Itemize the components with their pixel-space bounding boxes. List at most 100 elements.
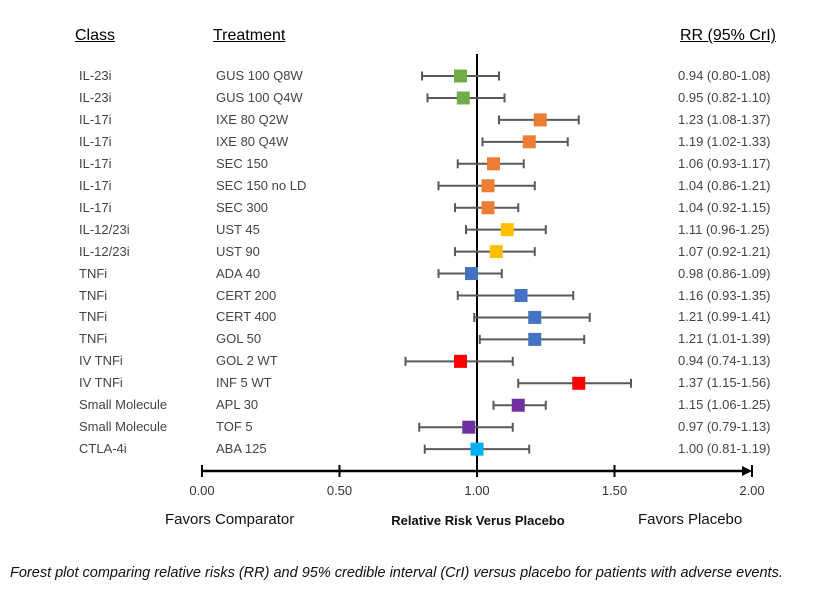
row-rr-label: 0.97 (0.79-1.13) (678, 419, 771, 435)
row-rr-label: 1.21 (1.01-1.39) (678, 331, 771, 347)
row-class: IL-12/23i (79, 243, 130, 259)
row-treatment: SEC 150 (216, 155, 269, 171)
forest-row-mark (473, 310, 591, 324)
forest-row-mark (437, 267, 503, 281)
point-estimate-marker (533, 113, 547, 127)
row-rr-label: 0.98 (0.86-1.09) (678, 265, 771, 281)
point-estimate-marker (572, 376, 586, 390)
row-rr-label: 1.15 (1.06-1.25) (678, 397, 771, 413)
row-class: IL-17i (79, 111, 112, 127)
forest-row-mark (426, 91, 506, 105)
row-treatment: IXE 80 Q4W (216, 133, 289, 149)
row-rr-label: 1.04 (0.92-1.15) (678, 199, 771, 215)
row-rr-label: 1.37 (1.15-1.56) (678, 375, 771, 391)
row-class: TNFi (79, 331, 108, 347)
row-class: IL-23i (79, 89, 112, 105)
row-rr-label: 1.11 (0.96-1.25) (678, 221, 770, 237)
point-estimate-marker (454, 354, 467, 368)
forest-row-mark (418, 420, 514, 434)
row-rr-label: 1.07 (0.92-1.21) (678, 243, 771, 259)
point-estimate-marker (500, 223, 514, 237)
point-estimate-marker (489, 245, 503, 259)
point-estimate-marker (462, 420, 476, 434)
row-class: IL-17i (79, 199, 112, 215)
forest-row-mark (498, 113, 580, 127)
row-class: IL-23i (79, 68, 112, 83)
row-class: TNFi (79, 309, 108, 325)
x-axis-label: Relative Risk Verus Placebo (391, 513, 565, 528)
rr-column-header: RR (95% CrI) (680, 27, 777, 44)
row-treatment: IXE 80 Q2W (216, 111, 289, 127)
row-class: IV TNFi (79, 353, 123, 369)
x-axis-arrowhead (742, 466, 752, 476)
row-treatment: GUS 100 Q8W (216, 68, 303, 83)
row-rr-label: 1.00 (0.81-1.19) (678, 441, 771, 457)
x-tick-label: 2.00 (739, 483, 765, 498)
row-treatment: ABA 125 (216, 441, 267, 457)
row-treatment: SEC 150 no LD (216, 177, 307, 193)
forest-row-mark (454, 245, 536, 259)
point-estimate-marker (487, 157, 500, 171)
forest-row-mark (454, 201, 520, 215)
favors-placebo-label: Favors Placebo (638, 511, 743, 528)
point-estimate-marker (522, 135, 536, 149)
class-column-header: Class (75, 27, 116, 44)
forest-row-mark (421, 69, 500, 83)
point-estimate-marker (514, 289, 528, 302)
row-class: TNFi (79, 287, 108, 303)
row-treatment: APL 30 (216, 397, 259, 413)
row-class: IL-17i (79, 177, 112, 193)
row-class: IV TNFi (79, 375, 123, 391)
point-estimate-marker (511, 398, 525, 412)
row-rr-label: 0.94 (0.80-1.08) (678, 68, 771, 83)
row-treatment: GOL 50 (216, 331, 262, 347)
row-class: IL-17i (79, 155, 112, 171)
point-estimate-marker (481, 179, 495, 193)
point-estimate-marker (456, 91, 470, 105)
x-tick-label: 1.00 (464, 483, 490, 498)
forest-row-mark (456, 157, 525, 171)
point-estimate-marker (528, 310, 542, 324)
forest-row-mark (465, 223, 547, 237)
row-rr-label: 1.21 (0.99-1.41) (678, 309, 771, 325)
row-rr-label: 0.95 (0.82-1.10) (678, 89, 771, 105)
row-treatment: TOF 5 (216, 419, 253, 435)
row-treatment: UST 90 (216, 243, 260, 259)
x-tick-label: 0.00 (189, 483, 215, 498)
treatment-column-header: Treatment (213, 27, 286, 44)
row-rr-label: 1.16 (0.93-1.35) (678, 287, 771, 303)
row-class: IL-17i (79, 133, 112, 149)
forest-row-mark (481, 135, 569, 149)
forest-row-mark (404, 354, 514, 368)
row-class: Small Molecule (79, 397, 168, 413)
x-tick-label: 0.50 (326, 483, 353, 498)
row-treatment: CERT 400 (216, 309, 277, 325)
row-rr-label: 1.23 (1.08-1.37) (678, 111, 771, 127)
point-estimate-marker (465, 267, 478, 281)
forest-row-mark (423, 442, 531, 456)
point-estimate-marker (454, 69, 467, 83)
row-treatment: SEC 300 (216, 199, 269, 215)
forest-row-mark (478, 332, 586, 346)
row-treatment: GUS 100 Q4W (216, 89, 303, 105)
row-rr-label: 0.94 (0.74-1.13) (678, 353, 771, 369)
point-estimate-marker (470, 442, 484, 456)
row-class: Small Molecule (79, 419, 168, 435)
row-class: TNFi (79, 265, 108, 281)
row-rr-label: 1.04 (0.86-1.21) (678, 177, 771, 193)
point-estimate-marker (528, 332, 542, 346)
favors-comparator-label: Favors Comparator (165, 511, 295, 528)
forest-row-mark (456, 289, 575, 302)
row-class: IL-12/23i (79, 221, 130, 237)
x-tick-label: 1.50 (601, 483, 628, 498)
row-treatment: INF 5 WT (216, 375, 272, 391)
row-class: CTLA-4i (79, 441, 127, 457)
row-treatment: ADA 40 (216, 265, 261, 281)
row-rr-label: 1.19 (1.02-1.33) (678, 133, 771, 149)
row-treatment: CERT 200 (216, 287, 277, 303)
forest-row-mark (437, 179, 536, 193)
forest-row-mark (492, 398, 547, 412)
row-treatment: UST 45 (216, 221, 260, 237)
forest-row-mark (517, 376, 632, 390)
